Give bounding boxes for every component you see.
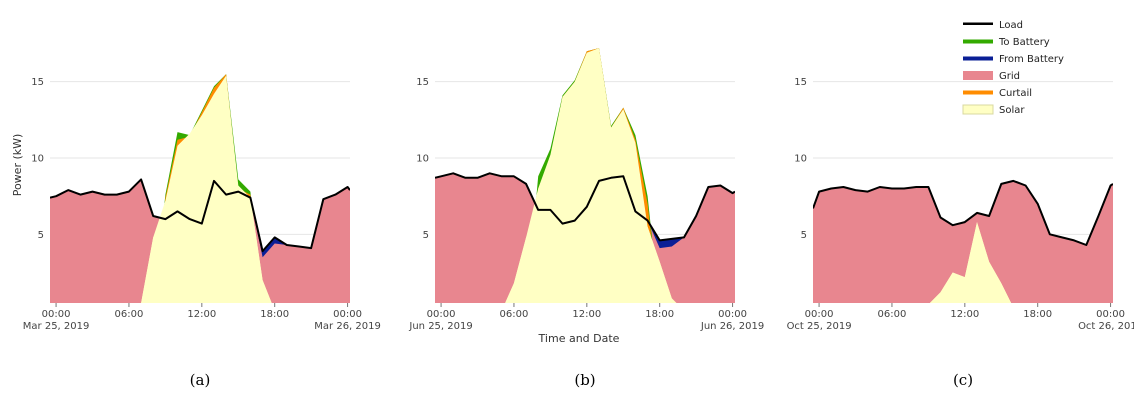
legend-swatch-load [963, 22, 993, 25]
panel-label: (a) [190, 371, 211, 389]
x-tick-label: 00:00 [718, 309, 747, 320]
legend-swatch-solar [962, 104, 994, 115]
y-tick-label: 15 [31, 77, 44, 88]
panel-label: (b) [574, 371, 595, 389]
x-tick-date: Mar 26, 2019 [314, 321, 381, 332]
y-tick-label: 5 [38, 230, 44, 241]
load-line [813, 179, 1113, 246]
x-tick-date: Mar 25, 2019 [23, 321, 90, 332]
legend: Load To Battery From Battery Grid Curtail Sol… [962, 20, 1064, 116]
load-line [435, 172, 735, 242]
y-tick-label: 5 [801, 230, 807, 241]
x-tick-label: 00:00 [805, 309, 834, 320]
legend-swatch-curtail [963, 90, 993, 95]
solar-area [50, 75, 350, 303]
x-tick-label: 00:00 [427, 309, 456, 320]
x-tick-label: 12:00 [950, 309, 979, 320]
y-tick-label: 15 [416, 77, 429, 88]
x-tick-label: 06:00 [878, 309, 907, 320]
x-tick-label: 06:00 [115, 309, 144, 320]
x-tick-date: Jun 25, 2019 [408, 321, 472, 332]
x-tick-label: 18:00 [645, 309, 674, 320]
x-tick-label: 12:00 [572, 309, 601, 320]
y-tick-label: 15 [794, 77, 807, 88]
solar-self-area [50, 180, 350, 303]
x-tick-label: 00:00 [333, 309, 362, 320]
legend-swatch-grid [963, 71, 993, 80]
plot-area [50, 74, 350, 303]
x-tick-date: Oct 25, 2019 [787, 321, 852, 332]
x-tick-label: 00:00 [1096, 309, 1125, 320]
solar-self-area [813, 222, 1113, 303]
x-tick-label: 00:00 [42, 309, 71, 320]
legend-label: Load [999, 20, 1023, 31]
legend-label: To Battery [998, 37, 1050, 48]
y-tick-label: 5 [423, 230, 429, 241]
y-tick-label: 10 [416, 154, 429, 165]
grid-area [813, 180, 1113, 303]
legend-swatch-to-battery [963, 39, 993, 44]
legend-label: Grid [999, 71, 1020, 82]
x-tick-label: 18:00 [1023, 309, 1052, 320]
x-tick-label: 12:00 [187, 309, 216, 320]
y-axis-title: Power (kW) [11, 134, 24, 197]
legend-label: Curtail [999, 88, 1032, 99]
y-tick-label: 10 [794, 154, 807, 165]
legend-label: Solar [999, 105, 1025, 116]
x-tick-date: Oct 26, 2019 [1078, 321, 1134, 332]
plot-area [435, 48, 735, 303]
x-tick-date: Jun 26, 2019 [700, 321, 764, 332]
y-tick-label: 10 [31, 154, 44, 165]
x-tick-label: 18:00 [260, 309, 289, 320]
solar-self-area [435, 176, 735, 303]
x-tick-label: 06:00 [500, 309, 529, 320]
legend-label: From Battery [999, 54, 1064, 65]
solar-area [435, 48, 735, 303]
panel-label: (c) [953, 371, 973, 389]
plot-area [813, 179, 1113, 303]
x-axis-title: Time and Date [538, 332, 620, 345]
load-line [50, 178, 350, 253]
legend-swatch-from-battery [963, 56, 993, 61]
